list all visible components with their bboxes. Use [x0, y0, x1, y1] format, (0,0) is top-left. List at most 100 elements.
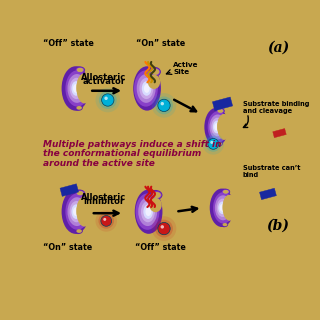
- Circle shape: [158, 99, 170, 112]
- Circle shape: [155, 220, 173, 237]
- Ellipse shape: [134, 70, 158, 107]
- Bar: [212, 97, 233, 111]
- Circle shape: [161, 225, 164, 228]
- Circle shape: [155, 96, 173, 114]
- Text: Allosteric: Allosteric: [81, 73, 127, 82]
- Circle shape: [101, 215, 112, 226]
- Ellipse shape: [141, 201, 155, 222]
- Text: Active
Site: Active Site: [173, 62, 199, 75]
- Ellipse shape: [213, 121, 221, 133]
- Ellipse shape: [223, 193, 230, 199]
- Circle shape: [103, 218, 106, 221]
- Ellipse shape: [148, 190, 163, 200]
- Text: “Off” state: “Off” state: [43, 39, 94, 48]
- Ellipse shape: [77, 68, 83, 72]
- Ellipse shape: [77, 68, 83, 72]
- Bar: [260, 188, 276, 200]
- Ellipse shape: [76, 190, 84, 196]
- Ellipse shape: [73, 84, 79, 93]
- Ellipse shape: [143, 204, 153, 219]
- Bar: [60, 184, 79, 196]
- Text: “On” state: “On” state: [135, 39, 185, 48]
- Text: Substrate binding
and cleavage: Substrate binding and cleavage: [243, 101, 309, 114]
- Text: Allosteric: Allosteric: [81, 193, 127, 202]
- Ellipse shape: [215, 195, 231, 220]
- Ellipse shape: [217, 142, 222, 145]
- Text: activator: activator: [83, 77, 125, 86]
- Ellipse shape: [61, 189, 89, 234]
- Ellipse shape: [223, 195, 236, 221]
- Ellipse shape: [220, 204, 225, 212]
- Ellipse shape: [148, 75, 160, 89]
- Ellipse shape: [76, 197, 92, 225]
- Ellipse shape: [222, 223, 227, 226]
- Ellipse shape: [73, 189, 85, 197]
- Ellipse shape: [133, 66, 161, 111]
- Text: (a): (a): [267, 41, 289, 55]
- Circle shape: [203, 133, 224, 155]
- Ellipse shape: [71, 81, 81, 96]
- Ellipse shape: [77, 191, 83, 195]
- Ellipse shape: [151, 69, 159, 75]
- Ellipse shape: [220, 188, 230, 195]
- Circle shape: [158, 222, 170, 235]
- Circle shape: [95, 88, 120, 112]
- Ellipse shape: [68, 197, 86, 226]
- Text: “On” state: “On” state: [43, 244, 92, 252]
- Ellipse shape: [65, 70, 89, 107]
- Ellipse shape: [217, 199, 229, 217]
- Ellipse shape: [76, 74, 92, 101]
- Ellipse shape: [153, 192, 161, 198]
- Ellipse shape: [76, 197, 92, 227]
- Ellipse shape: [213, 192, 234, 224]
- Circle shape: [152, 93, 176, 118]
- Text: around the active site: around the active site: [43, 159, 155, 168]
- Bar: [273, 129, 286, 138]
- Ellipse shape: [135, 189, 163, 234]
- Ellipse shape: [223, 190, 228, 194]
- Ellipse shape: [140, 78, 153, 99]
- Circle shape: [152, 216, 176, 241]
- Ellipse shape: [76, 74, 92, 103]
- Ellipse shape: [152, 70, 157, 74]
- Circle shape: [205, 136, 221, 152]
- Ellipse shape: [68, 74, 86, 103]
- Ellipse shape: [78, 68, 82, 71]
- Ellipse shape: [76, 106, 82, 110]
- Ellipse shape: [217, 108, 224, 113]
- Ellipse shape: [224, 191, 228, 193]
- Circle shape: [161, 102, 164, 105]
- Ellipse shape: [214, 108, 225, 114]
- Circle shape: [99, 91, 117, 109]
- Ellipse shape: [142, 81, 151, 96]
- Ellipse shape: [74, 228, 83, 234]
- Ellipse shape: [147, 67, 161, 77]
- Ellipse shape: [217, 114, 231, 140]
- Ellipse shape: [154, 193, 159, 197]
- Ellipse shape: [73, 66, 85, 74]
- Ellipse shape: [153, 192, 160, 198]
- Ellipse shape: [218, 109, 223, 113]
- Circle shape: [95, 210, 117, 232]
- Ellipse shape: [210, 188, 234, 227]
- Ellipse shape: [78, 192, 82, 195]
- Ellipse shape: [136, 194, 159, 230]
- Ellipse shape: [220, 222, 228, 227]
- Circle shape: [99, 213, 114, 229]
- Text: Inhibitor: Inhibitor: [84, 197, 124, 206]
- Ellipse shape: [77, 191, 83, 195]
- Ellipse shape: [73, 207, 79, 216]
- Text: Multiple pathways induce a shift in: Multiple pathways induce a shift in: [43, 140, 222, 149]
- Ellipse shape: [61, 66, 89, 111]
- Ellipse shape: [69, 201, 84, 222]
- Ellipse shape: [74, 105, 83, 111]
- Ellipse shape: [77, 195, 85, 201]
- Ellipse shape: [145, 207, 151, 216]
- Ellipse shape: [149, 198, 162, 212]
- Ellipse shape: [208, 111, 228, 143]
- Circle shape: [210, 141, 213, 144]
- Ellipse shape: [215, 141, 223, 146]
- Ellipse shape: [204, 108, 228, 146]
- Ellipse shape: [218, 202, 227, 214]
- Ellipse shape: [71, 204, 81, 219]
